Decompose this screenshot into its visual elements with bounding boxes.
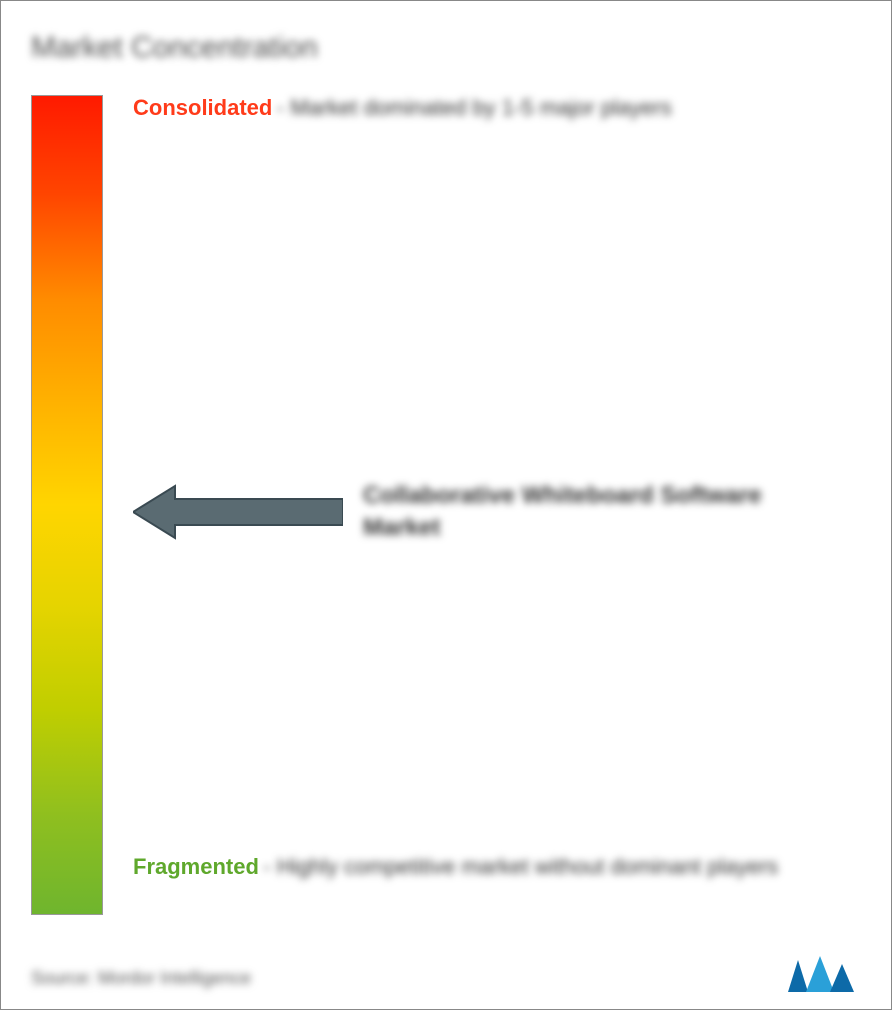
brand-logo-icon — [786, 954, 866, 994]
concentration-gradient-bar — [31, 95, 103, 915]
infographic-container: Market Concentration Consolidated - Mark… — [0, 0, 892, 1010]
consolidated-row: Consolidated - Market dominated by 1-5 m… — [133, 95, 861, 121]
labels-area: Consolidated - Market dominated by 1-5 m… — [133, 95, 861, 915]
arrow-left-icon — [133, 482, 343, 542]
fragmented-row: Fragmented - Highly competitive market w… — [133, 854, 861, 880]
fragmented-description: - Highly competitive market without domi… — [263, 854, 778, 879]
market-name-label: Collaborative Whiteboard Software Market — [363, 480, 793, 545]
content-area: Consolidated - Market dominated by 1-5 m… — [31, 95, 861, 915]
fragmented-label: Fragmented — [133, 854, 259, 879]
market-position-row: Collaborative Whiteboard Software Market — [133, 480, 793, 545]
source-attribution: Source: Mordor Intelligence — [31, 968, 251, 989]
consolidated-description: - Market dominated by 1-5 major players — [277, 95, 672, 120]
consolidated-label: Consolidated — [133, 95, 272, 120]
page-title: Market Concentration — [31, 31, 861, 65]
